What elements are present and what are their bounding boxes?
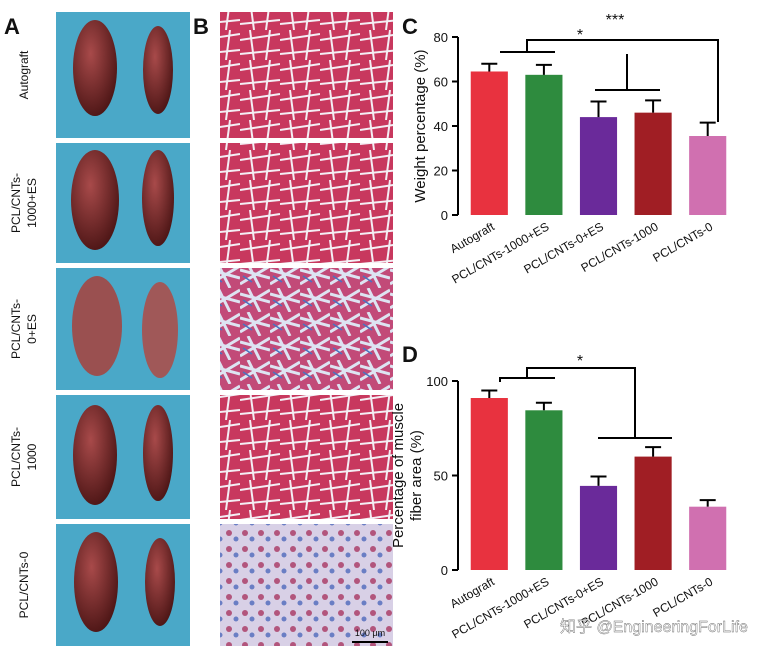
y-tick-label: 80 [434,30,448,45]
error-bar [481,62,498,72]
significance-brackets [499,39,719,439]
bar [634,112,672,215]
error-bar [535,401,552,411]
row-label: 1000 [25,443,39,470]
significance: * [577,27,583,44]
y-axis-label: Percentage of muscle [390,403,407,548]
row-label: PCL/CNTs- [9,299,23,359]
bar [579,485,618,570]
panel-label: D [402,342,418,367]
y-tick-label: 50 [434,469,448,484]
x-tick-label: PCL/CNTs-1000+ES [449,574,551,641]
y-tick-label: 40 [434,119,448,134]
y-tick-label: 0 [441,208,448,223]
scale-bar-label: 100 μm [355,628,385,638]
error-bar [645,99,662,113]
row-label: Autograft [17,50,31,99]
x-tick-label: PCL/CNTs-0 [650,574,715,620]
panel-label: A [4,14,20,39]
error-bar [645,446,662,457]
bar [689,136,727,215]
panel-label: B [193,14,209,39]
panel-b-histology: 100 μm [220,12,393,646]
panel-a-photos [56,12,190,646]
x-tick-label: PCL/CNTs-0 [650,219,715,265]
y-tick-label: 100 [426,374,448,389]
error-bar [590,100,607,118]
y-tick-label: 20 [434,164,448,179]
bar [689,506,727,570]
row-label: PCL/CNTs- [9,427,23,487]
significance: * [577,353,583,370]
row-label: 1000+ES [25,178,39,228]
bar [525,410,563,570]
y-axis-label: Weight percentage (%) [412,49,429,202]
error-bar [590,475,607,486]
x-tick-label: PCL/CNTs-1000+ES [449,219,551,286]
bar [634,456,672,570]
significance: *** [606,12,625,29]
error-bar [699,499,716,507]
row-label: 0+ES [25,314,39,344]
error-bar [481,389,498,399]
bar [579,117,618,215]
watermark: 知乎 @EngineeringForLife [560,618,748,636]
row-label: PCL/CNTs- [9,173,23,233]
bar [470,71,508,215]
bar [525,74,563,215]
error-bar [699,121,716,137]
y-tick-label: 0 [441,563,448,578]
y-tick-label: 60 [434,75,448,90]
panel-label: C [402,14,418,39]
y-axis-label: fiber area (%) [408,430,425,521]
error-bar [535,63,552,75]
row-label: PCL/CNTs-0 [17,551,31,618]
bar [470,398,508,570]
